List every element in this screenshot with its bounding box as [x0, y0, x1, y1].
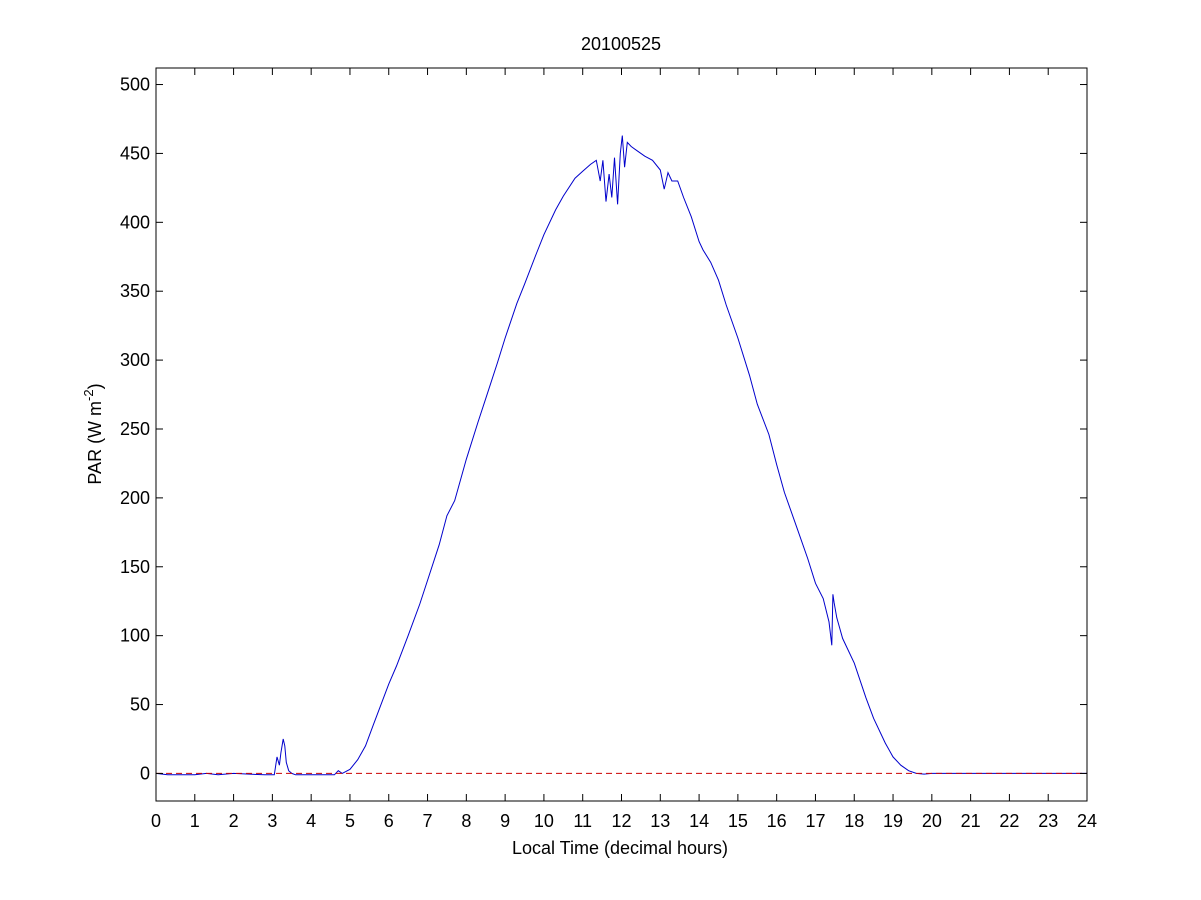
y-axis-label: PAR (W m-2) [81, 383, 105, 484]
y-tick-label: 350 [120, 281, 150, 301]
data-layer [155, 135, 1087, 776]
plot-frame [155, 67, 1088, 802]
x-tick-label: 14 [689, 811, 709, 831]
x-tick-label: 17 [805, 811, 825, 831]
y-tick-label: 100 [120, 626, 150, 646]
y-tick-label: 300 [120, 350, 150, 370]
x-tick-label: 8 [461, 811, 471, 831]
x-tick-label: 24 [1077, 811, 1097, 831]
ticks-layer: 0 1 2 3 4 5 6 7 8 9 10 11 12 13 14 15 16 17 18 19 20 21 22 23 24… [120, 68, 1097, 831]
x-tick-label: 16 [767, 811, 787, 831]
y-axis-label-superscript: -2 [81, 389, 96, 401]
y-tick-label: 250 [120, 419, 150, 439]
x-axis-label: Local Time (decimal hours) [512, 838, 728, 858]
x-tick-label: 1 [190, 811, 200, 831]
y-tick-label: 500 [120, 75, 150, 95]
x-tick-label: 20 [922, 811, 942, 831]
x-tick-label: 0 [151, 811, 161, 831]
x-tick-label: 19 [883, 811, 903, 831]
x-tick-label: 2 [229, 811, 239, 831]
x-tick-label: 7 [423, 811, 433, 831]
x-tick-label: 11 [573, 811, 592, 831]
y-tick-label: 200 [120, 488, 150, 508]
y-tick-label: 450 [120, 143, 150, 163]
x-tick-label: 18 [844, 811, 864, 831]
x-tick-label: 10 [534, 811, 554, 831]
x-tick-label: 5 [345, 811, 355, 831]
y-tick-label: 400 [120, 212, 150, 232]
plot-area [155, 67, 1088, 802]
x-tick-label: 4 [306, 811, 316, 831]
y-tick-label: 50 [130, 695, 150, 715]
x-tick-label: 12 [611, 811, 631, 831]
par-series-line [155, 135, 1087, 776]
x-tick-label: 13 [650, 811, 670, 831]
x-tick-label: 23 [1038, 811, 1058, 831]
x-tick-label: 6 [384, 811, 394, 831]
y-tick-label: 150 [120, 557, 150, 577]
chart-title: 20100525 [581, 34, 661, 54]
x-tick-label: 21 [961, 811, 981, 831]
y-axis-label-main: PAR (W m [85, 401, 105, 485]
x-tick-label: 15 [728, 811, 748, 831]
y-tick-label: 0 [140, 763, 150, 783]
x-tick-label: 3 [267, 811, 277, 831]
x-tick-label: 9 [500, 811, 510, 831]
y-axis-label-close: ) [85, 383, 105, 389]
x-tick-label: 22 [999, 811, 1019, 831]
